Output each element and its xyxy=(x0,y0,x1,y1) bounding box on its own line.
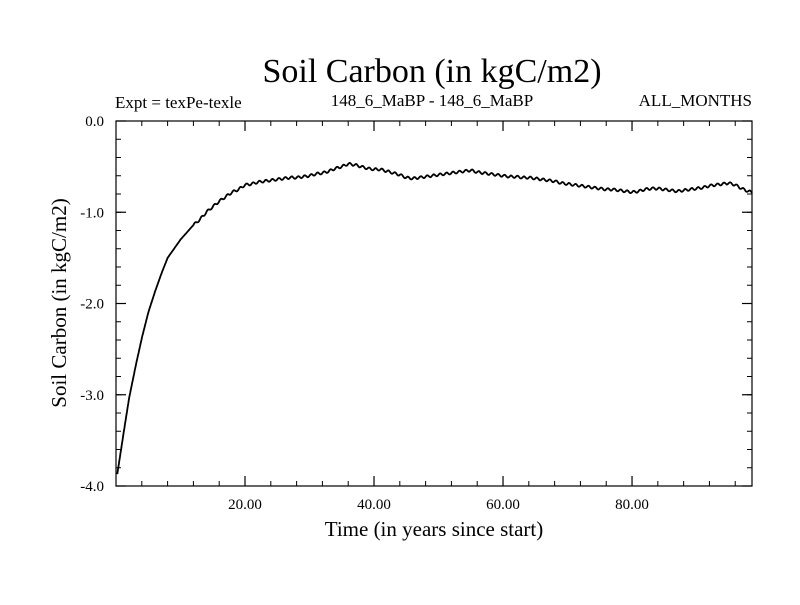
x-axis-label: Time (in years since start) xyxy=(325,517,544,541)
period-label: 148_6_MaBP - 148_6_MaBP xyxy=(331,91,533,110)
y-tick-label: -1.0 xyxy=(80,205,104,221)
x-tick-label: 40.00 xyxy=(357,497,391,513)
y-tick-label: -4.0 xyxy=(80,479,104,495)
y-tick-label: -2.0 xyxy=(80,297,104,313)
months-label: ALL_MONTHS xyxy=(639,91,752,110)
plot-frame xyxy=(115,120,753,487)
y-axis: 0.0 -1.0 -2.0 -3.0 -4.0 xyxy=(80,114,752,495)
chart-title: Soil Carbon (in kgC/m2) xyxy=(262,53,601,90)
x-tick-label: 20.00 xyxy=(228,497,262,513)
x-tick-label: 80.00 xyxy=(615,497,649,513)
y-tick-label: -3.0 xyxy=(80,388,104,404)
series-line-soil-carbon xyxy=(116,161,753,475)
x-tick-label: 60.00 xyxy=(486,497,520,513)
y-tick-label: 0.0 xyxy=(85,114,104,130)
x-axis: 20.00 40.00 60.00 80.00 xyxy=(141,121,736,513)
y-axis-label: Soil Carbon (in kgC/m2) xyxy=(47,198,71,407)
experiment-label: Expt = texPe-texle xyxy=(115,93,242,112)
